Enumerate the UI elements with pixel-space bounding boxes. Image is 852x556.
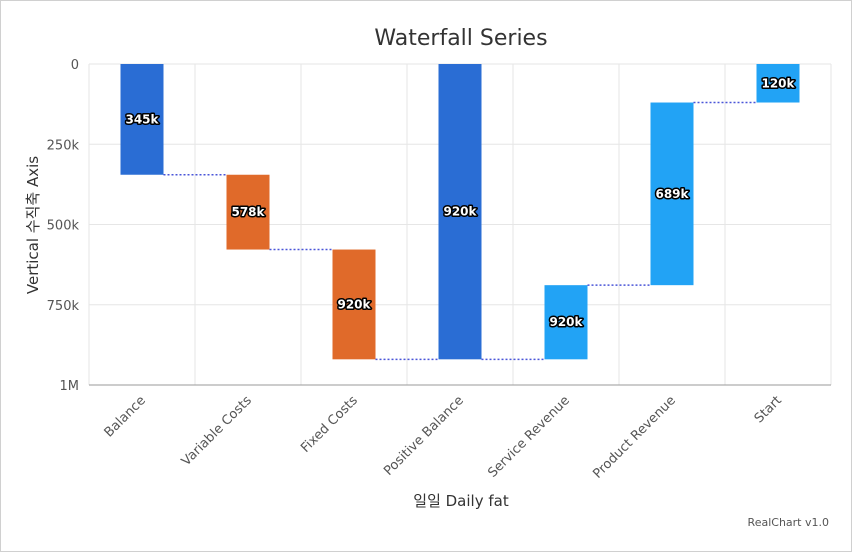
bar-label-halo: 689k xyxy=(655,187,689,201)
connector-lines xyxy=(163,101,757,361)
bar[interactable] xyxy=(756,64,800,103)
bar-label: 920k xyxy=(337,297,371,311)
x-tick-labels: Balance Variable Costs Fixed Costs Positive… xyxy=(102,393,785,482)
bar-label-halo: 920k xyxy=(443,205,477,219)
x-axis-title: 일일 Daily fat xyxy=(413,492,509,510)
chart-title: Waterfall Series xyxy=(374,26,547,51)
x-tick-label: Variable Costs xyxy=(179,393,255,469)
bar-label-halo: 920k xyxy=(337,297,371,311)
x-tick-label: Start xyxy=(752,393,785,426)
y-tick-label: 0 xyxy=(71,58,79,73)
bar-label-halo: 345k xyxy=(125,112,159,126)
bar-label: 345k xyxy=(125,112,159,126)
bar[interactable] xyxy=(120,64,164,175)
bar-label: 920k xyxy=(443,205,477,219)
bar[interactable] xyxy=(544,285,588,360)
bar-label: 578k xyxy=(231,205,265,219)
bar-label-halo: 920k xyxy=(549,315,583,329)
x-tick-label: Balance xyxy=(102,393,149,440)
bar-label: 120k xyxy=(761,76,795,90)
bar-label: 920k xyxy=(549,315,583,329)
y-tick-label: 250k xyxy=(47,138,80,153)
bar[interactable] xyxy=(650,102,694,286)
bar-label-halo: 120k xyxy=(761,76,795,90)
bars xyxy=(120,64,800,360)
y-tick-label: 750k xyxy=(47,299,80,314)
x-tick-label: Service Revenue xyxy=(485,393,573,481)
bar-label-halo: 578k xyxy=(231,205,265,219)
credit-text: RealChart v1.0 xyxy=(747,516,829,529)
x-tick-label: Product Revenue xyxy=(590,393,678,481)
x-tick-label: Positive Balance xyxy=(381,393,467,479)
bar[interactable] xyxy=(438,64,482,360)
bar-label: 689k xyxy=(655,187,689,201)
y-tick-label: 500k xyxy=(47,219,80,234)
y-axis-title: Vertical 수직축 Axis xyxy=(24,156,42,294)
bar[interactable] xyxy=(226,174,270,250)
y-tick-labels: 0 250k 500k 750k 1M xyxy=(47,58,80,394)
x-tick-label: Fixed Costs xyxy=(298,393,361,456)
bar-labels: 345k345k578k578k920k920k920k920k920k920k… xyxy=(124,75,797,331)
y-tick-label: 1M xyxy=(60,379,80,394)
bar[interactable] xyxy=(332,249,376,360)
